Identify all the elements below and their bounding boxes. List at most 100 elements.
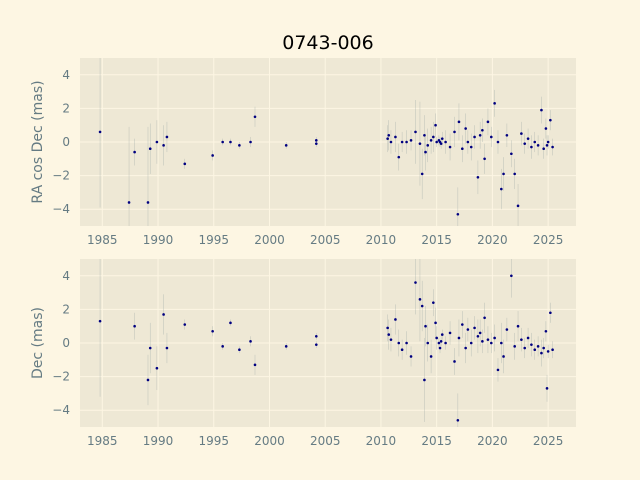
- data-point: [545, 144, 549, 147]
- data-point: [466, 328, 470, 331]
- data-point: [386, 326, 389, 330]
- y-tick-label: −2: [52, 370, 70, 384]
- x-tick-label: 2025: [533, 233, 564, 247]
- data-point: [314, 343, 318, 346]
- y-tick-label: 4: [62, 68, 70, 82]
- bottom-y-axis-label: Dec (mas): [30, 307, 46, 379]
- data-point: [98, 130, 102, 134]
- y-tick-label: 2: [62, 302, 70, 316]
- top-yticks: −4 −2 0 2 4: [52, 68, 70, 216]
- data-point: [405, 341, 408, 345]
- data-point: [466, 140, 470, 144]
- y-tick-label: 2: [62, 101, 70, 115]
- data-point: [546, 350, 550, 353]
- y-tick-label: −4: [52, 403, 70, 417]
- data-point: [397, 155, 401, 159]
- data-point: [183, 323, 187, 326]
- data-point: [520, 338, 523, 341]
- data-point: [478, 331, 482, 335]
- data-point: [314, 142, 318, 145]
- data-point: [453, 360, 456, 363]
- data-point: [542, 346, 545, 350]
- data-point: [444, 341, 447, 345]
- data-point: [481, 340, 484, 343]
- x-tick-label: 1995: [198, 434, 229, 448]
- data-point: [476, 175, 480, 179]
- data-point: [414, 281, 417, 284]
- data-point: [536, 144, 540, 147]
- data-point: [432, 135, 435, 139]
- data-point: [536, 345, 540, 348]
- data-point: [483, 316, 486, 320]
- data-point: [394, 318, 397, 321]
- data-point: [249, 340, 252, 343]
- data-point: [486, 338, 490, 341]
- data-point: [438, 346, 442, 350]
- data-point: [526, 336, 530, 340]
- data-point: [165, 135, 169, 139]
- data-point: [148, 147, 152, 151]
- data-point: [424, 324, 427, 328]
- data-point: [551, 348, 554, 352]
- data-point: [429, 139, 433, 142]
- data-point: [434, 321, 437, 325]
- data-point: [409, 139, 413, 142]
- y-tick-label: 0: [62, 135, 70, 149]
- data-point: [284, 345, 288, 348]
- x-tick-label: 2015: [421, 233, 452, 247]
- data-point: [394, 135, 397, 139]
- data-point: [496, 140, 500, 144]
- data-point: [253, 115, 257, 119]
- data-point: [551, 145, 554, 149]
- data-point: [444, 140, 447, 144]
- data-point: [493, 102, 496, 105]
- data-point: [211, 154, 214, 157]
- y-tick-label: 0: [62, 336, 70, 350]
- data-point: [238, 144, 241, 147]
- data-point: [440, 137, 444, 140]
- data-point: [500, 341, 503, 345]
- data-point: [448, 145, 452, 149]
- data-point: [211, 329, 214, 333]
- data-point: [473, 135, 476, 139]
- data-point: [162, 144, 165, 147]
- data-point: [489, 341, 493, 345]
- x-tick-label: 1995: [198, 233, 229, 247]
- data-point: [530, 343, 533, 346]
- top-panel: 1985 1990 1995 2000 2005 2010 2015 2020 2025 −4−…: [30, 58, 576, 247]
- y-tick-label: −4: [52, 202, 70, 216]
- data-point: [435, 140, 438, 144]
- data-point: [426, 341, 430, 345]
- data-point: [540, 351, 543, 355]
- data-point: [423, 133, 426, 137]
- data-point: [400, 348, 404, 352]
- data-point: [238, 348, 241, 352]
- data-point: [127, 201, 131, 204]
- data-point: [533, 140, 537, 144]
- data-point: [505, 133, 509, 137]
- bottom-grid: [80, 259, 576, 427]
- x-tick-label: 1990: [143, 434, 174, 448]
- data-point: [513, 172, 516, 176]
- bottom-xticks: 1985 1990 1995 2000 2005 2010 2015 2020 2025: [87, 434, 563, 448]
- data-point: [439, 340, 443, 343]
- data-point: [493, 336, 496, 340]
- data-point: [481, 128, 484, 132]
- data-point: [549, 118, 552, 122]
- data-point: [510, 274, 513, 278]
- data-point: [435, 336, 438, 340]
- top-points: [98, 102, 554, 216]
- data-point: [456, 212, 460, 216]
- bottom-points: [98, 274, 554, 422]
- data-point: [464, 346, 467, 350]
- data-point: [464, 127, 467, 130]
- data-point: [400, 140, 404, 144]
- data-point: [183, 162, 187, 166]
- data-point: [429, 355, 433, 358]
- data-point: [510, 152, 513, 156]
- data-point: [473, 326, 476, 330]
- data-point: [500, 187, 503, 191]
- data-point: [523, 346, 527, 350]
- data-point: [461, 147, 464, 151]
